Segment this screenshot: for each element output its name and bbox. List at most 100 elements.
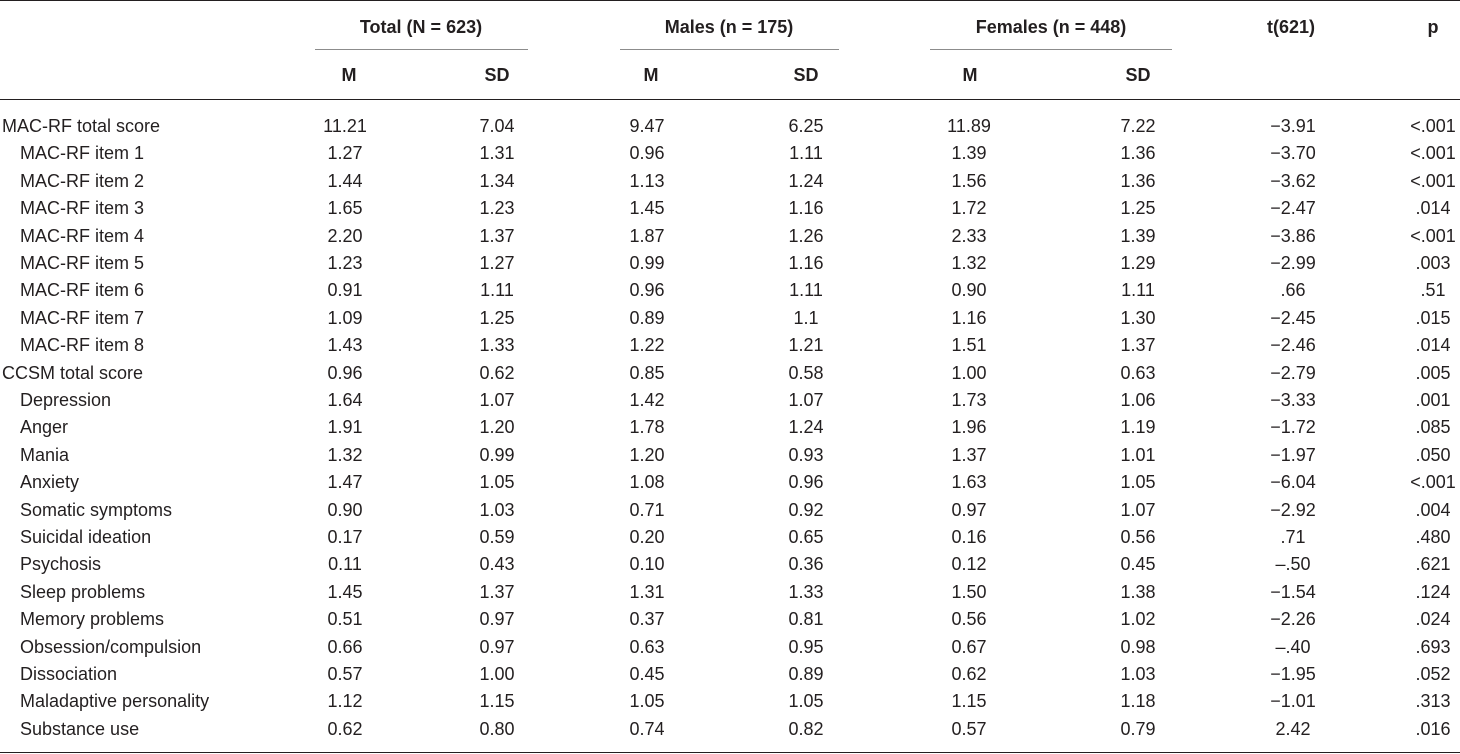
table-row: CCSM total score 0.96 0.62 0.85 0.58 1.00 0.63… [0,360,1460,387]
table-row: MAC-RF item 4 2.20 1.37 1.87 1.26 2.33 1.39 −3.… [0,223,1460,250]
bottom-rule [0,752,1460,753]
row-label: MAC-RF item 1 [20,143,145,164]
total-m-cell: 1.27 [327,143,363,164]
row-label: Sleep problems [20,581,146,602]
p-value-cell: .014 [1415,198,1451,219]
table-row: Mania 1.32 0.99 1.20 0.93 1.37 1.01 −1.97 .050 [0,442,1460,469]
males-sd-cell: 1.33 [788,581,824,602]
table-row: MAC-RF item 5 1.23 1.27 0.99 1.16 1.32 1.29 −2.… [0,250,1460,277]
header-rule [0,99,1460,100]
total-m-cell: 0.66 [327,636,363,657]
males-sd-cell: 0.89 [788,664,824,684]
t-value-cell: −2.92 [1270,499,1316,520]
males-sd-cell: 0.95 [788,636,824,657]
table-row: Anxiety 1.47 1.05 1.08 0.96 1.63 1.05 −6.04 <.00… [0,469,1460,496]
p-value-cell: .015 [1415,307,1451,328]
p-value-cell: <.001 [1410,472,1456,493]
total-sd-header: SD [484,65,510,85]
p-value-cell: .085 [1415,417,1451,438]
p-value-cell: .693 [1415,636,1451,657]
males-sd-cell: 0.92 [788,499,824,520]
total-m-cell: 2.20 [327,225,363,246]
row-label: Anxiety [20,472,80,493]
total-sd-cell: 0.97 [479,609,515,630]
row-label: Maladaptive personality [20,691,210,712]
females-sd-cell: 1.02 [1120,609,1156,630]
t-value-cell: .71 [1280,527,1306,547]
table-row: Depression 1.64 1.07 1.42 1.07 1.73 1.06 −3.33.… [0,387,1460,414]
males-m-cell: 0.20 [629,527,665,547]
group-header-males: Males (n = 175) [664,17,794,37]
females-m-cell: 1.51 [951,335,987,356]
females-m-cell: 0.62 [951,664,987,684]
females-sd-cell: 0.56 [1120,527,1156,547]
total-spanner-rule [315,49,528,50]
males-m-cell: 0.99 [629,253,665,273]
total-sd-cell: 1.20 [479,417,515,438]
males-m-cell: 0.71 [629,499,665,520]
males-sd-cell: 0.93 [788,444,824,465]
p-value-cell: <.001 [1410,225,1456,246]
males-sd-cell: 1.21 [788,335,824,356]
males-m-cell: 0.96 [629,280,665,301]
total-m-cell: 1.45 [327,581,363,602]
total-sd-cell: 1.31 [479,143,515,164]
females-m-cell: 1.63 [951,472,987,493]
males-sd-header: SD [793,65,819,85]
females-sd-cell: 1.07 [1120,499,1156,520]
t-value-cell: .66 [1280,280,1306,301]
males-sd-cell: 1.16 [788,253,824,273]
males-m-header: M [643,65,659,85]
p-value-cell: .001 [1415,390,1451,410]
total-sd-cell: 0.97 [479,636,515,657]
row-label: MAC-RF item 8 [20,335,145,356]
females-sd-cell: 0.98 [1120,636,1156,657]
total-sd-cell: 1.25 [479,307,515,328]
females-sd-cell: 7.22 [1120,116,1156,136]
p-value-cell: <.001 [1410,170,1456,191]
males-m-cell: 1.31 [629,581,665,602]
row-label: Memory problems [20,609,165,630]
table-row: Psychosis 0.11 0.43 0.10 0.36 0.12 0.45 –.50 .62… [0,551,1460,578]
males-m-cell: 0.96 [629,143,665,164]
total-sd-cell: 1.34 [479,170,515,191]
t-value-cell: −3.70 [1270,143,1316,164]
males-m-cell: 0.89 [629,307,665,328]
females-m-cell: 0.57 [951,718,987,739]
table-row: MAC-RF item 2 1.44 1.34 1.13 1.24 1.56 1.36 −3.… [0,168,1460,195]
total-m-cell: 1.64 [327,390,363,410]
t-value-cell: −6.04 [1270,472,1316,493]
t-value-cell: 2.42 [1275,718,1311,739]
p-value-cell: .016 [1415,718,1451,739]
females-m-cell: 0.16 [951,527,987,547]
total-sd-cell: 1.11 [480,280,514,301]
total-m-header: M [341,65,357,85]
total-m-cell: 0.11 [328,554,362,575]
p-value-cell: .480 [1415,527,1451,547]
t-value-cell: –.50 [1275,554,1311,575]
table-row: Sleep problems 1.45 1.37 1.31 1.33 1.50 1.38 −1… [0,579,1460,606]
females-m-cell: 1.96 [951,417,987,438]
total-sd-cell: 1.27 [479,253,515,273]
total-m-cell: 1.47 [327,472,363,493]
total-m-cell: 1.23 [327,253,363,273]
females-sd-cell: 1.29 [1120,253,1156,273]
total-m-cell: 1.43 [327,335,363,356]
t-value-cell: −3.62 [1270,170,1316,191]
males-sd-cell: 1.26 [788,225,824,246]
t-value-cell: −2.99 [1270,253,1316,273]
t-value-cell: −2.79 [1270,362,1316,383]
females-sd-cell: 1.19 [1120,417,1156,438]
females-sd-cell: 0.45 [1120,554,1156,575]
row-label: Somatic symptoms [20,499,173,520]
females-sd-cell: 1.06 [1120,390,1156,410]
males-sd-cell: 1.11 [789,280,823,301]
total-sd-cell: 1.15 [479,691,515,712]
females-sd-cell: 1.05 [1120,472,1156,493]
females-m-cell: 0.97 [951,499,987,520]
males-sd-cell: 1.24 [788,417,824,438]
females-sd-cell: 1.11 [1121,280,1155,301]
total-m-cell: 0.96 [327,362,363,383]
females-m-cell: 1.72 [951,198,987,219]
